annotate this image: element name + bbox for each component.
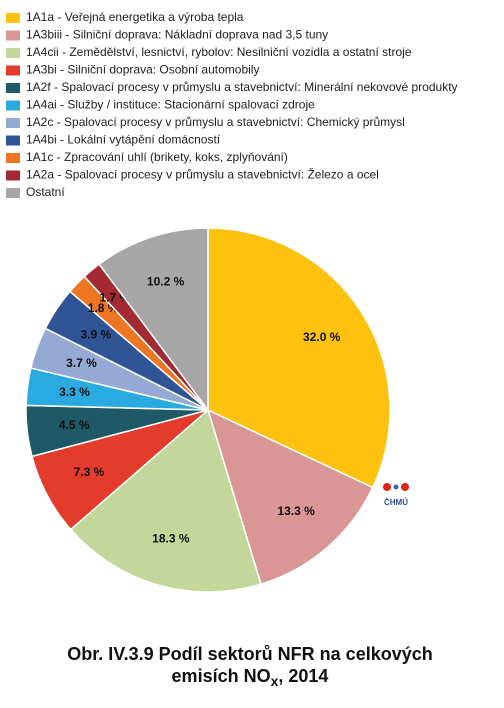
legend-label: 1A1c - Zpracování uhlí (brikety, koks, z… (26, 150, 288, 164)
legend-swatch (6, 83, 20, 93)
legend-label: 1A4cii - Zemědělství, lesnictví, rybolov… (26, 45, 412, 59)
value-label: 3.9 % (81, 328, 112, 342)
legend-label: 1A3bi - Silniční doprava: Osobní automob… (26, 63, 259, 77)
value-label: 10.2 % (147, 274, 185, 288)
legend-swatch (6, 170, 20, 181)
logo-dot (383, 483, 391, 491)
legend-swatch (6, 65, 20, 76)
legend-label: 1A2a - Spalovací procesy v průmyslu a st… (26, 167, 379, 182)
value-label: 3.3 % (59, 385, 90, 399)
legend-label: 1A4ai - Služby / instituce: Stacionární … (26, 98, 315, 112)
legend-label: 1A2c - Spalovací procesy v průmyslu a st… (26, 115, 405, 129)
legend-swatch (6, 118, 20, 128)
legend-label: Ostatní (26, 185, 65, 199)
legend-swatch (6, 30, 20, 41)
legend-swatch (6, 153, 20, 163)
logo-text: ČHMÚ (384, 498, 408, 507)
logo: ČHMÚ (383, 483, 409, 507)
value-label: 32.0 % (303, 330, 341, 344)
title-part: , 2014 (278, 666, 328, 686)
legend-label: 1A1a - Veřejná energetika a výroba tepla (26, 10, 244, 24)
legend-swatch (6, 13, 20, 23)
pie-slice (206, 408, 374, 586)
value-label: 3.7 % (66, 356, 97, 370)
value-label: 4.5 % (59, 418, 90, 432)
logo-dot (401, 483, 409, 491)
legend-label: 1A3biii - Silniční doprava: Nákladní dop… (26, 28, 328, 42)
chart-title: emisích NOx, 2014 (172, 666, 329, 689)
legend-label: 1A4bi - Lokální vytápění domácností (26, 133, 221, 147)
pie-slice (207, 227, 391, 489)
legend-swatch (6, 188, 20, 198)
value-label: 18.3 % (152, 532, 190, 546)
value-label: 13.3 % (277, 504, 315, 518)
legend-swatch (6, 135, 20, 146)
pie-slice (98, 227, 209, 413)
chart-title: Obr. IV.3.9 Podíl sektorů NFR na celkový… (67, 644, 432, 664)
title-part: emisích NO (172, 666, 271, 686)
title-subscript: x (271, 673, 279, 689)
pie-slice (69, 408, 262, 593)
value-label: 7.3 % (74, 465, 105, 479)
legend-swatch (6, 100, 20, 111)
legend-label: 1A2f - Spalovací procesy v průmyslu a st… (26, 80, 458, 94)
logo-dot (393, 484, 399, 490)
legend-swatch (6, 48, 20, 58)
